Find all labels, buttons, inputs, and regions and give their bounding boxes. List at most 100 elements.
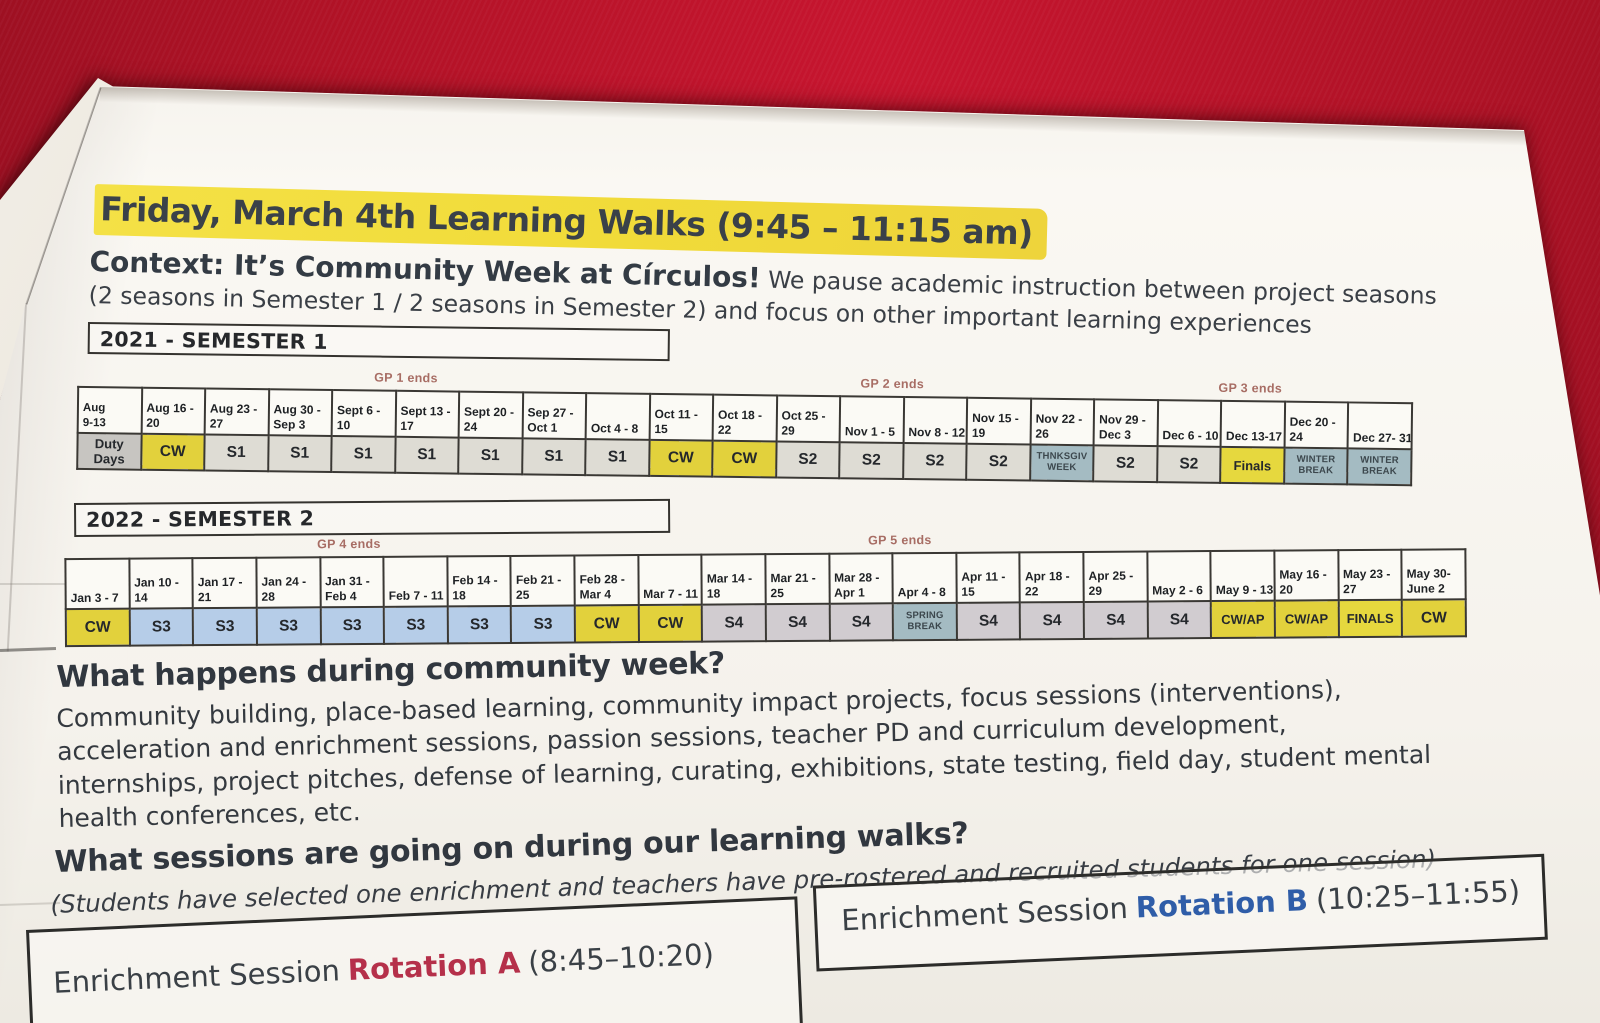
week-session-cell: S1 <box>394 436 459 474</box>
week-date-cell: May 2 - 6 <box>1146 551 1211 602</box>
week-date-cell: Mar 21 -25 <box>765 553 830 605</box>
week-date-cell: May 9 - 13 <box>1210 550 1275 602</box>
week-date-cell: Nov 22 -26 <box>1030 398 1095 446</box>
week-date-cell: Oct 4 - 8 <box>585 393 650 440</box>
semester1-label: 2021 - SEMESTER 1 <box>87 322 670 362</box>
week-session-cell: S2 <box>966 443 1031 481</box>
week-date-cell: Mar 14 -18 <box>701 554 766 605</box>
community-week-paragraph: Community building, place-based learning… <box>56 671 1432 835</box>
week-session-cell: CW/AP <box>1274 600 1339 638</box>
week-date-cell: Dec 13-17 <box>1220 400 1285 448</box>
week-session-cell: CW <box>648 439 713 477</box>
community-week-heading: What happens during community week? <box>56 645 726 695</box>
week-session-cell: Duty Days <box>77 432 142 470</box>
week-session-cell: S3 <box>192 607 257 646</box>
week-session-cell: S4 <box>1020 601 1084 640</box>
week-date-cell: Nov 1 - 5 <box>839 396 904 443</box>
week-session-cell: CW <box>638 604 703 643</box>
gp-marker: GP 4 ends <box>317 536 381 552</box>
week-session-cell: CW <box>1401 599 1466 637</box>
rotation-a-time: (8:45–10:20) <box>527 937 715 980</box>
week-session-cell: S1 <box>585 439 650 476</box>
gp-marker: GP 5 ends <box>868 533 932 548</box>
week-date-cell: Aug 16 -20 <box>141 387 206 435</box>
week-date-cell: Aug 9-13 <box>77 386 142 434</box>
week-date-cell: Sept 13 -17 <box>395 390 460 438</box>
week-session-cell: S4 <box>956 602 1021 640</box>
week-date-cell: Apr 11 -15 <box>956 552 1021 603</box>
week-session-cell: S4 <box>701 604 766 642</box>
week-session-cell: S3 <box>129 608 194 646</box>
week-session-cell: S4 <box>829 603 894 641</box>
week-date-cell: Feb 7 - 11 <box>383 556 448 607</box>
week-date-cell: Nov 15 -19 <box>966 397 1031 445</box>
week-date-cell: Oct 11 -15 <box>649 393 714 441</box>
week-date-cell: Apr 18 -22 <box>1019 551 1084 603</box>
week-session-cell: S1 <box>204 434 269 472</box>
week-session-cell: S1 <box>331 436 396 473</box>
week-session-cell: SPRING BREAK <box>892 602 957 641</box>
week-session-cell: WINTER BREAK <box>1283 447 1348 485</box>
week-session-cell: S3 <box>320 606 385 645</box>
rotation-a-name: Rotation A <box>347 945 521 987</box>
week-date-cell: Sep 27 - Oct 1 <box>522 392 587 440</box>
week-date-cell: Oct 25 -29 <box>776 395 841 443</box>
week-session-cell: S2 <box>1156 446 1221 483</box>
semester1-calendar: GP 1 ends GP 2 ends GP 3 ends Aug 9-13 Aug 1… <box>76 367 1413 486</box>
week-date-cell: Feb 28 - Mar 4 <box>574 555 639 606</box>
week-session-cell: S3 <box>256 607 321 645</box>
week-session-cell: S3 <box>511 605 575 643</box>
week-session-cell: CW <box>712 440 777 478</box>
week-date-cell: Dec 20 -24 <box>1284 401 1349 449</box>
week-date-cell: Dec 6 - 10 <box>1157 400 1222 447</box>
week-date-cell: Aug 30 - Sep 3 <box>268 389 333 437</box>
week-date-cell: Jan 24 -28 <box>256 557 321 608</box>
week-session-cell: FINALS <box>1338 599 1403 638</box>
week-session-cell: CW/AP <box>1210 600 1275 639</box>
rotation-b-name: Rotation B <box>1135 883 1309 925</box>
week-date-cell: Feb 14 -18 <box>447 555 512 607</box>
week-session-cell: S1 <box>521 438 586 476</box>
week-session-cell: S3 <box>383 606 448 644</box>
week-date-cell: Apr 4 - 8 <box>892 552 957 604</box>
week-session-cell: S2 <box>1093 445 1158 483</box>
week-date-cell: May 30- June 2 <box>1401 549 1466 600</box>
week-date-cell: Mar 28 - Apr 1 <box>828 553 893 604</box>
week-session-cell: CW <box>574 605 639 643</box>
week-session-cell: WINTER BREAK <box>1347 448 1412 486</box>
week-date-cell: Mar 7 - 11 <box>638 554 702 606</box>
semester2-table: Jan 3 - 7 Jan 10 -14 Jan 17 -21 Jan 24 -28 J… <box>64 548 1467 647</box>
week-session-cell: S4 <box>1083 601 1148 639</box>
week-session-cell: S4 <box>765 603 830 642</box>
week-session-cell: CW <box>140 433 205 471</box>
week-date-cell: Nov 29 - Dec 3 <box>1093 399 1158 447</box>
week-date-cell: Sept 6 -10 <box>331 390 396 437</box>
semester1-table: Aug 9-13 Aug 16 -20 Aug 23 -27 Aug 30 - Sep 3… <box>76 386 1413 486</box>
week-session-cell: S3 <box>447 605 512 644</box>
week-session-cell: S1 <box>458 437 523 475</box>
week-date-cell: Jan 17 -21 <box>192 557 257 609</box>
week-date-cell: Dec 27- 31 <box>1347 402 1413 450</box>
rotation-b-time: (10:25–11:55) <box>1315 873 1521 917</box>
week-date-cell: Sept 20 -24 <box>458 391 523 439</box>
week-session-cell: S2 <box>839 442 904 479</box>
week-date-cell: Jan 10 -14 <box>129 558 193 609</box>
gp-marker: GP 3 ends <box>1218 380 1283 396</box>
week-date-cell: Jan 31 - Feb 4 <box>319 556 384 608</box>
week-date-cell: May 16 -20 <box>1274 550 1339 601</box>
week-session-cell: S1 <box>267 435 332 473</box>
semester2-calendar: GP 4 ends GP 5 ends Jan 3 - 7 Jan 10 -14 Ja… <box>64 529 1467 647</box>
gp-marker: GP 1 ends <box>374 370 438 386</box>
week-date-cell: May 23 -27 <box>1337 549 1402 601</box>
gp-marker: GP 2 ends <box>860 376 925 392</box>
week-date-cell: Oct 18 -22 <box>712 394 777 442</box>
week-date-cell: Apr 25 -29 <box>1083 551 1148 602</box>
rotation-prefix: Enrichment Session <box>52 953 341 1000</box>
semester2-label: 2022 - SEMESTER 2 <box>74 498 671 537</box>
week-session-cell: S4 <box>1147 601 1212 639</box>
rotation-prefix: Enrichment Session <box>840 890 1129 938</box>
